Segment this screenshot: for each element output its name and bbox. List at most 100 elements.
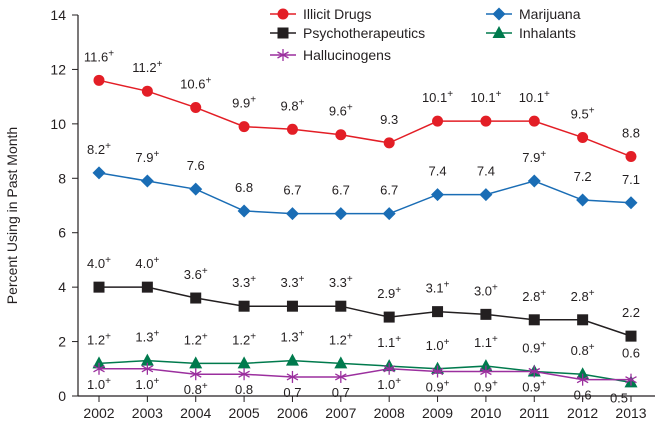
inhalants-point <box>334 356 348 369</box>
marijuana-line <box>98 172 632 215</box>
y-tick-label: 8 <box>58 170 66 186</box>
psychotherapeutics-data-label: 2.9+ <box>377 285 401 301</box>
psychotherapeutics-point <box>286 300 298 312</box>
hallucinogens-point <box>625 373 637 386</box>
marijuana-point <box>334 207 348 221</box>
hallucinogens-line <box>99 368 631 381</box>
psychotherapeutics-data-label: 3.3+ <box>329 274 353 290</box>
marijuana-point <box>624 196 638 210</box>
inhalants-data-label: 0.8+ <box>571 342 595 358</box>
legend-marker-illicit-drugs <box>277 8 289 20</box>
marijuana-data-label: 7.1 <box>622 172 640 187</box>
inhalants-point <box>140 353 154 366</box>
inhalants-data-label: 0.5 <box>610 390 628 405</box>
y-tick-label: 6 <box>58 225 66 241</box>
x-tick-label: 2013 <box>615 405 646 421</box>
legend-marker-hallucinogens <box>277 49 289 61</box>
inhalants-point <box>189 356 203 369</box>
inhalants-line <box>98 359 632 384</box>
x-tick-label: 2011 <box>519 405 549 421</box>
illicit-drugs-point <box>286 123 298 135</box>
illicit-drugs-point <box>190 102 202 114</box>
inhalants-data-label: 1.1+ <box>474 334 498 350</box>
inhalants-data-label: 1.2+ <box>87 331 111 347</box>
inhalants-point <box>285 353 299 366</box>
marijuana-data-label: 8.2+ <box>87 141 111 157</box>
inhalants-data-label: 1.3+ <box>135 329 159 345</box>
illicit-drugs-point <box>480 115 492 127</box>
marijuana-data-label: 7.6 <box>187 158 205 173</box>
marijuana-data-label: 6.7 <box>380 183 398 198</box>
illicit-drugs-data-label: 9.6+ <box>329 103 353 119</box>
legend-marker-marijuana <box>492 7 506 21</box>
illicit-drugs-data-label: 10.1+ <box>422 89 453 105</box>
hallucinogens-data-label: 1.0+ <box>87 376 111 392</box>
x-tick-label: 2012 <box>567 405 598 421</box>
inhalants-point <box>237 356 251 369</box>
illicit-drugs-point <box>93 74 105 86</box>
hallucinogens-data-label: 0.8+ <box>184 381 208 397</box>
illicit-drugs-data-label: 10.6+ <box>180 76 211 92</box>
psychotherapeutics-data-label: 4.0+ <box>135 255 159 271</box>
psychotherapeutics-data-label: 4.0+ <box>87 255 111 271</box>
x-tick-label: 2005 <box>229 405 260 421</box>
y-tick-label: 14 <box>50 7 66 23</box>
legend-label-marijuana: Marijuana <box>519 6 581 22</box>
x-tick-label: 2006 <box>277 405 308 421</box>
psychotherapeutics-data-label: 3.0+ <box>474 282 498 298</box>
illicit-drugs-data-label: 9.3 <box>380 112 398 127</box>
psychotherapeutics-data-label: 2.8+ <box>571 288 595 304</box>
y-axis-label: Percent Using in Past Month <box>4 127 20 304</box>
inhalants-data-label: 1.2+ <box>184 331 208 347</box>
illicit-drugs-point <box>335 129 347 141</box>
legend-marker-psychotherapeutics <box>277 27 289 39</box>
hallucinogens-point <box>431 365 444 378</box>
illicit-drugs-point <box>238 121 250 133</box>
illicit-drugs-point <box>577 131 589 143</box>
psychotherapeutics-data-label: 3.6+ <box>184 266 208 282</box>
illicit-drugs-point <box>528 115 540 127</box>
hallucinogens-data-label: 0.9+ <box>522 379 546 395</box>
x-tick-label: 2007 <box>325 405 356 421</box>
marijuana-data-label: 7.4 <box>477 164 495 179</box>
legend-label-inhalants: Inhalants <box>519 25 576 41</box>
inhalants-data-label: 1.3+ <box>280 329 304 345</box>
marijuana-point <box>382 207 396 221</box>
y-tick-label: 0 <box>58 388 66 404</box>
hallucinogens-point <box>238 368 250 381</box>
marijuana-data-label: 6.7 <box>332 183 350 198</box>
psychotherapeutics-point <box>335 300 347 312</box>
hallucinogens-data-label: 0.6 <box>622 346 640 361</box>
illicit-drugs-point <box>432 115 444 127</box>
illicit-drugs-point <box>625 151 637 163</box>
psychotherapeutics-point <box>93 281 105 293</box>
hallucinogens-data-label: 0.7 <box>332 385 350 400</box>
psychotherapeutics-point <box>528 314 540 326</box>
hallucinogens-data-label: 0.9+ <box>474 379 498 395</box>
marijuana-data-label: 6.8 <box>235 180 253 195</box>
hallucinogens-data-label: 1.0+ <box>377 376 401 392</box>
psychotherapeutics-point <box>577 314 589 326</box>
inhalants-point <box>479 359 493 372</box>
inhalants-data-label: 1.0+ <box>426 337 450 353</box>
marijuana-point <box>92 166 106 180</box>
marijuana-data-label: 7.9+ <box>522 149 546 165</box>
marijuana-data-label: 7.9+ <box>135 149 159 165</box>
psychotherapeutics-point <box>141 281 153 293</box>
x-tick-label: 2009 <box>422 405 453 421</box>
psychotherapeutics-point <box>190 292 202 304</box>
illicit-drugs-line <box>98 79 632 158</box>
hallucinogens-data-label: 0.8 <box>235 382 253 397</box>
legend-label-hallucinogens: Hallucinogens <box>303 47 391 63</box>
psychotherapeutics-point <box>625 330 637 342</box>
psychotherapeutics-point <box>238 300 250 312</box>
inhalants-data-label: 1.1+ <box>377 334 401 350</box>
hallucinogens-data-label: 1.0+ <box>135 376 159 392</box>
marijuana-point <box>576 193 590 207</box>
illicit-drugs-data-label: 11.2+ <box>132 59 162 75</box>
marijuana-point <box>237 204 251 218</box>
hallucinogens-data-label: 0.6 <box>574 388 592 403</box>
hallucinogens-point <box>93 362 105 375</box>
